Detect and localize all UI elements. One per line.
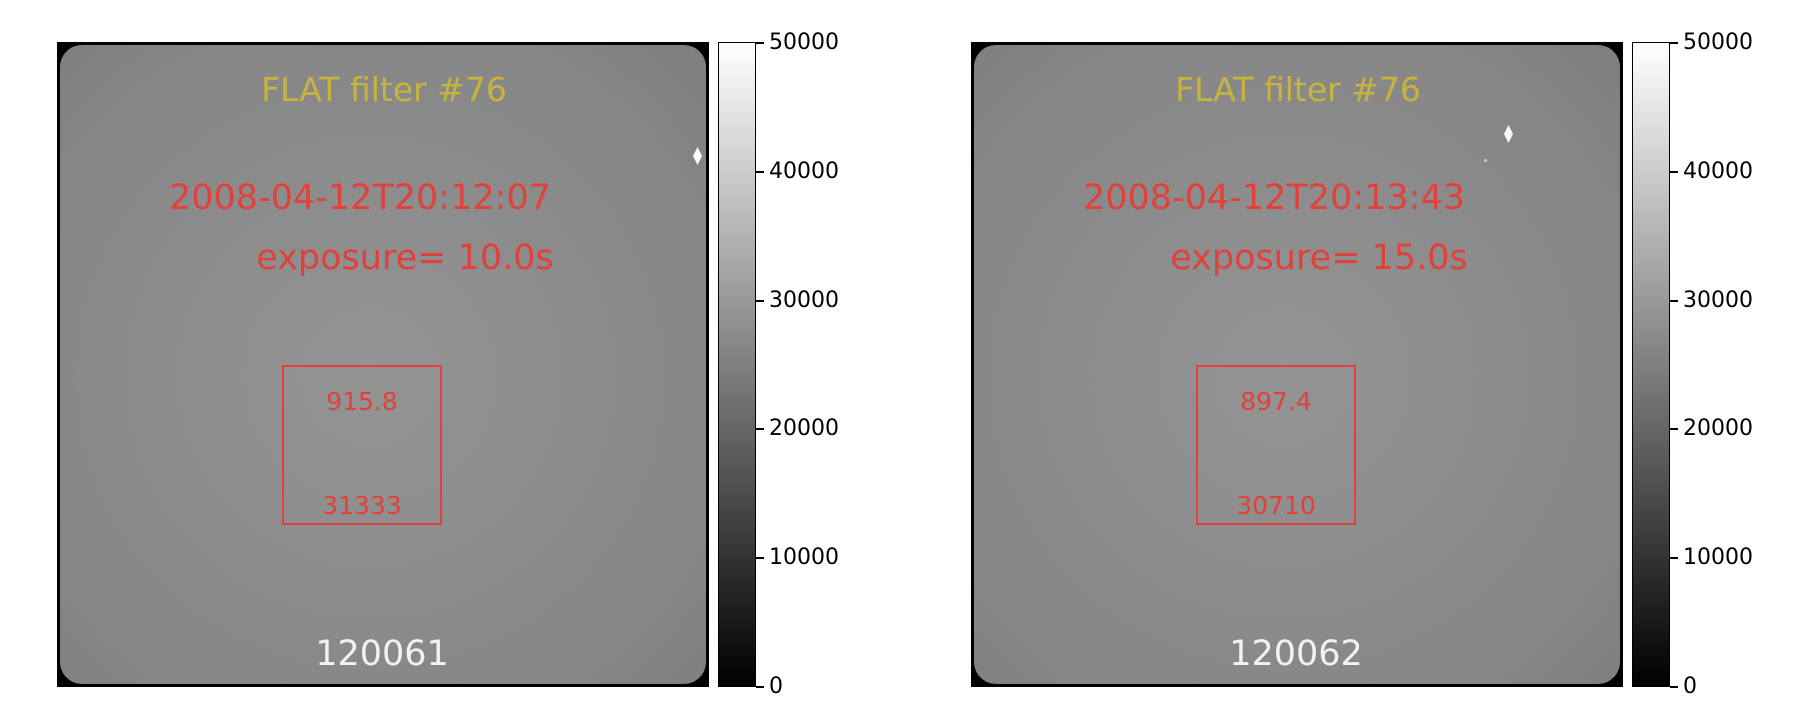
bright-pixel-artifact (1504, 125, 1513, 143)
colorbar-tick-label: 20000 (1683, 416, 1753, 441)
colorbar-tick (1670, 557, 1678, 559)
filter-label: FLAT filter #76 (261, 70, 507, 109)
ccd-chip (60, 45, 706, 684)
colorbar-tick (1670, 428, 1678, 430)
colorbar-tick (756, 428, 764, 430)
faint-pixel-artifact (1484, 159, 1487, 162)
colorbar-tick (756, 42, 764, 44)
colorbar (1632, 42, 1670, 687)
colorbar-tick-label: 40000 (769, 159, 839, 184)
exposure-label: exposure= 10.0s (256, 238, 554, 278)
colorbar-tick-label: 20000 (769, 416, 839, 441)
colorbar-tick-label: 0 (769, 674, 783, 699)
frame-id-label: 120061 (315, 634, 449, 674)
flat-frame-image: FLAT filter #76 2008-04-12T20:13:43 expo… (971, 42, 1623, 687)
colorbar-tick-label: 40000 (1683, 159, 1753, 184)
colorbar-tick-label: 30000 (769, 288, 839, 313)
filter-label: FLAT filter #76 (1175, 70, 1421, 109)
colorbar-tick (1670, 171, 1678, 173)
colorbar (718, 42, 756, 687)
colorbar-tick (1670, 42, 1678, 44)
colorbar-tick (1670, 686, 1678, 688)
colorbar-tick-label: 50000 (769, 30, 839, 55)
image-panel-left: FLAT filter #76 2008-04-12T20:12:07 expo… (0, 0, 900, 724)
exposure-label: exposure= 15.0s (1170, 238, 1468, 278)
colorbar-tick-label: 50000 (1683, 30, 1753, 55)
flat-frame-image: FLAT filter #76 2008-04-12T20:12:07 expo… (57, 42, 709, 687)
roi-box: 897.4 30710 (1196, 365, 1356, 525)
roi-mean-value: 915.8 (326, 387, 398, 416)
roi-max-value: 31333 (322, 491, 402, 520)
bright-pixel-artifact (693, 147, 702, 165)
colorbar-tick (756, 171, 764, 173)
ccd-chip (974, 45, 1620, 684)
colorbar-tick-label: 0 (1683, 674, 1697, 699)
colorbar-tick-label: 10000 (1683, 545, 1753, 570)
image-panel-right: FLAT filter #76 2008-04-12T20:13:43 expo… (914, 0, 1814, 724)
frame-id-label: 120062 (1229, 634, 1363, 674)
timestamp-label: 2008-04-12T20:12:07 (169, 178, 551, 218)
roi-max-value: 30710 (1236, 491, 1316, 520)
colorbar-tick (756, 557, 764, 559)
colorbar-tick-label: 10000 (769, 545, 839, 570)
timestamp-label: 2008-04-12T20:13:43 (1083, 178, 1465, 218)
roi-mean-value: 897.4 (1240, 387, 1312, 416)
roi-box: 915.8 31333 (282, 365, 442, 525)
colorbar-tick-label: 30000 (1683, 288, 1753, 313)
colorbar-tick (756, 686, 764, 688)
colorbar-tick (756, 300, 764, 302)
colorbar-tick (1670, 300, 1678, 302)
